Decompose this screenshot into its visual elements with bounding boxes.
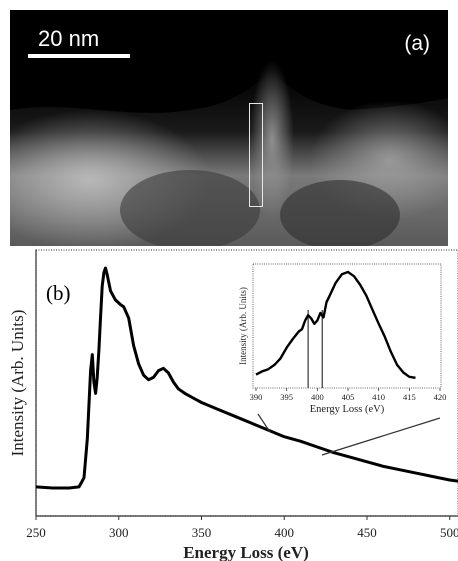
main-axes	[35, 249, 458, 517]
x-tick-label: 400	[274, 525, 294, 540]
x-tick-label: 300	[109, 525, 129, 540]
x-tick-label: 450	[357, 525, 377, 540]
inset-connector-right	[321, 417, 441, 456]
inset-chart: 390 395 400 405 410 415 420 Energy Loss (eV) I…	[238, 263, 447, 415]
scale-bar-label: 20 nm	[38, 26, 100, 51]
inset-series-line	[255, 270, 416, 379]
inset-x-tick-label: 420	[434, 392, 447, 402]
roi-box	[249, 103, 263, 207]
x-tick-label: 500	[440, 525, 458, 540]
inset-markers	[307, 310, 323, 388]
panel-label-b: (b)	[46, 281, 71, 305]
inset-y-axis-label: Intensity (Arb. Units)	[238, 287, 248, 365]
inset-x-tick-label: 390	[250, 392, 263, 402]
inset-x-axis-label: Energy Loss (eV)	[310, 404, 385, 415]
inset-x-tick-label: 410	[372, 392, 385, 402]
x-tick-label: 250	[26, 525, 46, 540]
inset-connector-left	[257, 413, 271, 433]
x-axis-label: Energy Loss (eV)	[183, 543, 309, 561]
series-line	[35, 266, 458, 490]
inset-x-tick-label: 405	[342, 392, 355, 402]
y-axis-label: Intensity (Arb. Units)	[8, 310, 27, 457]
x-ticks: 250 300 350 400 450 500	[26, 516, 458, 540]
inset-frame	[252, 263, 442, 389]
x-tick-label: 350	[192, 525, 212, 540]
micrograph-panel-a: 20 nm (a)	[10, 10, 448, 246]
scale-bar	[28, 54, 130, 58]
inset-x-tick-label: 400	[311, 392, 324, 402]
micrograph-image	[10, 10, 448, 246]
inset-x-ticks: 390 395 400 405 410 415 420	[250, 388, 447, 402]
inset-x-tick-label: 395	[280, 392, 293, 402]
inset-x-tick-label: 415	[403, 392, 416, 402]
panel-label-a: (a)	[404, 32, 430, 55]
